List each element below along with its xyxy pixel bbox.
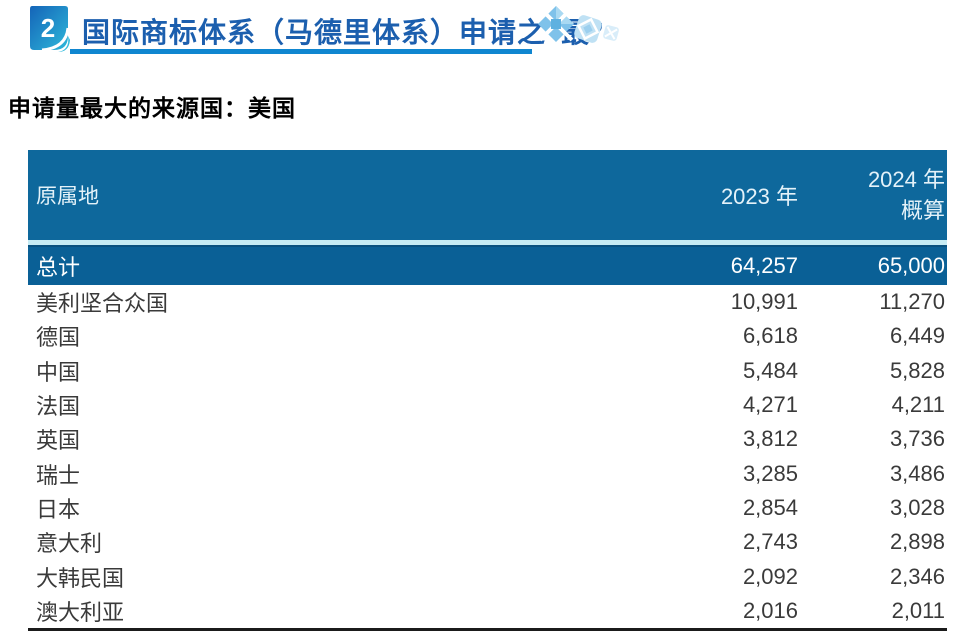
row-origin: 中国 bbox=[36, 359, 81, 385]
rotated-gem-icon bbox=[574, 15, 602, 43]
header-2024-line1: 2024 年 bbox=[867, 167, 945, 192]
row-2024: 3,486 bbox=[889, 460, 945, 486]
row-2023: 2,854 bbox=[742, 494, 798, 520]
table-body: 美利坚合众国 10,991 11,270 德国 6,618 6,449 中国 5… bbox=[28, 285, 947, 628]
row-2023: 5,484 bbox=[742, 357, 798, 383]
row-origin: 英国 bbox=[36, 428, 81, 454]
total-2023: 64,257 bbox=[730, 253, 798, 278]
row-2024: 11,270 bbox=[879, 289, 945, 315]
faded-gem-icon bbox=[603, 25, 619, 41]
page-title: 国际商标体系（马德里体系）申请之“最” bbox=[82, 17, 606, 48]
table-row: 中国 5,484 5,828 bbox=[28, 354, 947, 388]
row-origin: 意大利 bbox=[36, 531, 103, 557]
row-2024: 2,346 bbox=[889, 563, 945, 589]
section-number-badge: 2 bbox=[28, 6, 70, 52]
table-row: 大韩民国 2,092 2,346 bbox=[28, 559, 947, 593]
row-2023: 4,271 bbox=[742, 392, 798, 418]
row-origin: 瑞士 bbox=[36, 462, 81, 488]
table-row: 意大利 2,743 2,898 bbox=[28, 525, 947, 559]
row-2024: 5,828 bbox=[889, 357, 945, 383]
row-2023: 10,991 bbox=[730, 289, 798, 315]
table-total-row: 总计 64,257 65,000 bbox=[28, 245, 947, 285]
section-subtitle: 申请量最大的来源国：美国 bbox=[8, 95, 296, 121]
row-2024: 2,898 bbox=[889, 529, 945, 555]
row-2023: 6,618 bbox=[742, 323, 798, 349]
faceted-diamond-icon bbox=[538, 6, 574, 42]
title-underline bbox=[70, 49, 532, 54]
row-2023: 2,016 bbox=[742, 597, 798, 623]
section-header: 2 国际商标体系（马德里体系）申请之“最” bbox=[0, 0, 969, 70]
total-2024: 65,000 bbox=[877, 253, 945, 278]
row-2023: 2,092 bbox=[742, 563, 798, 589]
table-row: 瑞士 3,285 3,486 bbox=[28, 456, 947, 490]
total-origin: 总计 bbox=[36, 255, 81, 280]
row-2024: 4,211 bbox=[891, 392, 945, 418]
row-origin: 法国 bbox=[36, 394, 81, 420]
header-origin: 原属地 bbox=[36, 184, 99, 208]
row-2024: 6,449 bbox=[889, 323, 945, 349]
row-2023: 2,743 bbox=[742, 529, 798, 555]
header-2023: 2023 年 bbox=[720, 184, 798, 209]
decorative-gems bbox=[538, 4, 648, 48]
row-2024: 2,011 bbox=[891, 597, 945, 623]
row-2023: 3,812 bbox=[742, 426, 798, 452]
table-bottom-border bbox=[28, 627, 947, 631]
row-origin: 德国 bbox=[36, 325, 81, 351]
table-row: 法国 4,271 4,211 bbox=[28, 388, 947, 422]
table-row: 德国 6,618 6,449 bbox=[28, 319, 947, 353]
row-origin: 澳大利亚 bbox=[36, 599, 125, 625]
header-separator-line bbox=[28, 240, 947, 245]
section-number: 2 bbox=[40, 12, 56, 43]
badge-background-icon bbox=[30, 6, 70, 52]
madrid-origins-table: 原属地 2023 年 2024 年 概算 总计 64,257 65,000 美利… bbox=[28, 150, 947, 631]
header-2024-line2: 概算 bbox=[900, 198, 945, 223]
header-2024: 2024 年 概算 bbox=[798, 164, 947, 226]
table-row: 日本 2,854 3,028 bbox=[28, 491, 947, 525]
row-2024: 3,736 bbox=[889, 426, 945, 452]
table-row: 澳大利亚 2,016 2,011 bbox=[28, 594, 947, 628]
table-row: 英国 3,812 3,736 bbox=[28, 422, 947, 456]
row-origin: 大韩民国 bbox=[36, 565, 125, 591]
row-origin: 美利坚合众国 bbox=[36, 291, 169, 317]
row-origin: 日本 bbox=[36, 496, 81, 522]
row-2023: 3,285 bbox=[742, 460, 798, 486]
table-row: 美利坚合众国 10,991 11,270 bbox=[28, 285, 947, 319]
row-2024: 3,028 bbox=[889, 494, 945, 520]
table-header-row: 原属地 2023 年 2024 年 概算 bbox=[28, 150, 947, 240]
